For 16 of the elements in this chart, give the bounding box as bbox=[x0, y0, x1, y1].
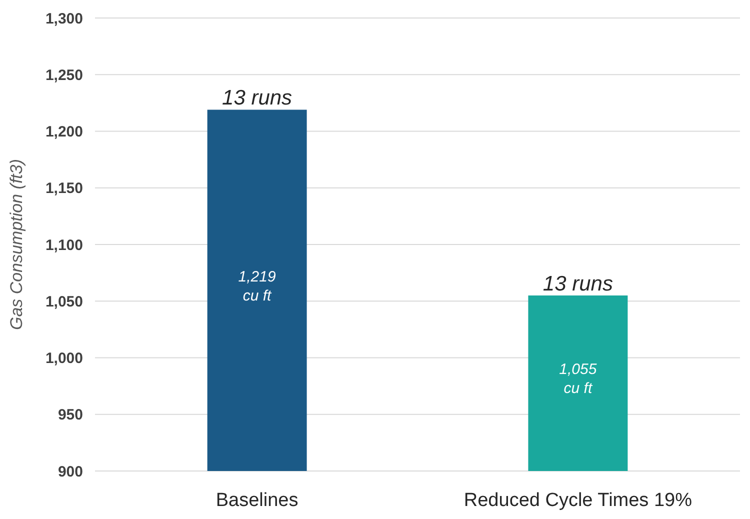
y-tick-label: 1,300 bbox=[45, 10, 83, 28]
y-axis-title: Gas Consumption (ft3) bbox=[7, 158, 26, 330]
annotation: 13 runs bbox=[222, 86, 293, 110]
x-tick-label: Reduced Cycle Times 19% bbox=[464, 490, 692, 511]
data-label: 1,055 cu ft bbox=[559, 361, 598, 398]
annotation: 13 runs bbox=[542, 272, 614, 296]
y-tick-label: 1,100 bbox=[45, 236, 83, 254]
data-label: 1,219 cu ft bbox=[238, 268, 276, 304]
y-tick-label: 1,150 bbox=[45, 180, 83, 198]
y-tick-label: 1,000 bbox=[45, 350, 83, 367]
y-tick-label: 1,050 bbox=[45, 293, 83, 310]
y-tick-label: 1,200 bbox=[45, 124, 83, 140]
y-tick-label: 1,250 bbox=[45, 66, 83, 84]
x-tick-label: Baselines bbox=[216, 490, 298, 511]
y-tick-label: 900 bbox=[58, 463, 83, 480]
y-tick-label: 950 bbox=[58, 406, 83, 424]
